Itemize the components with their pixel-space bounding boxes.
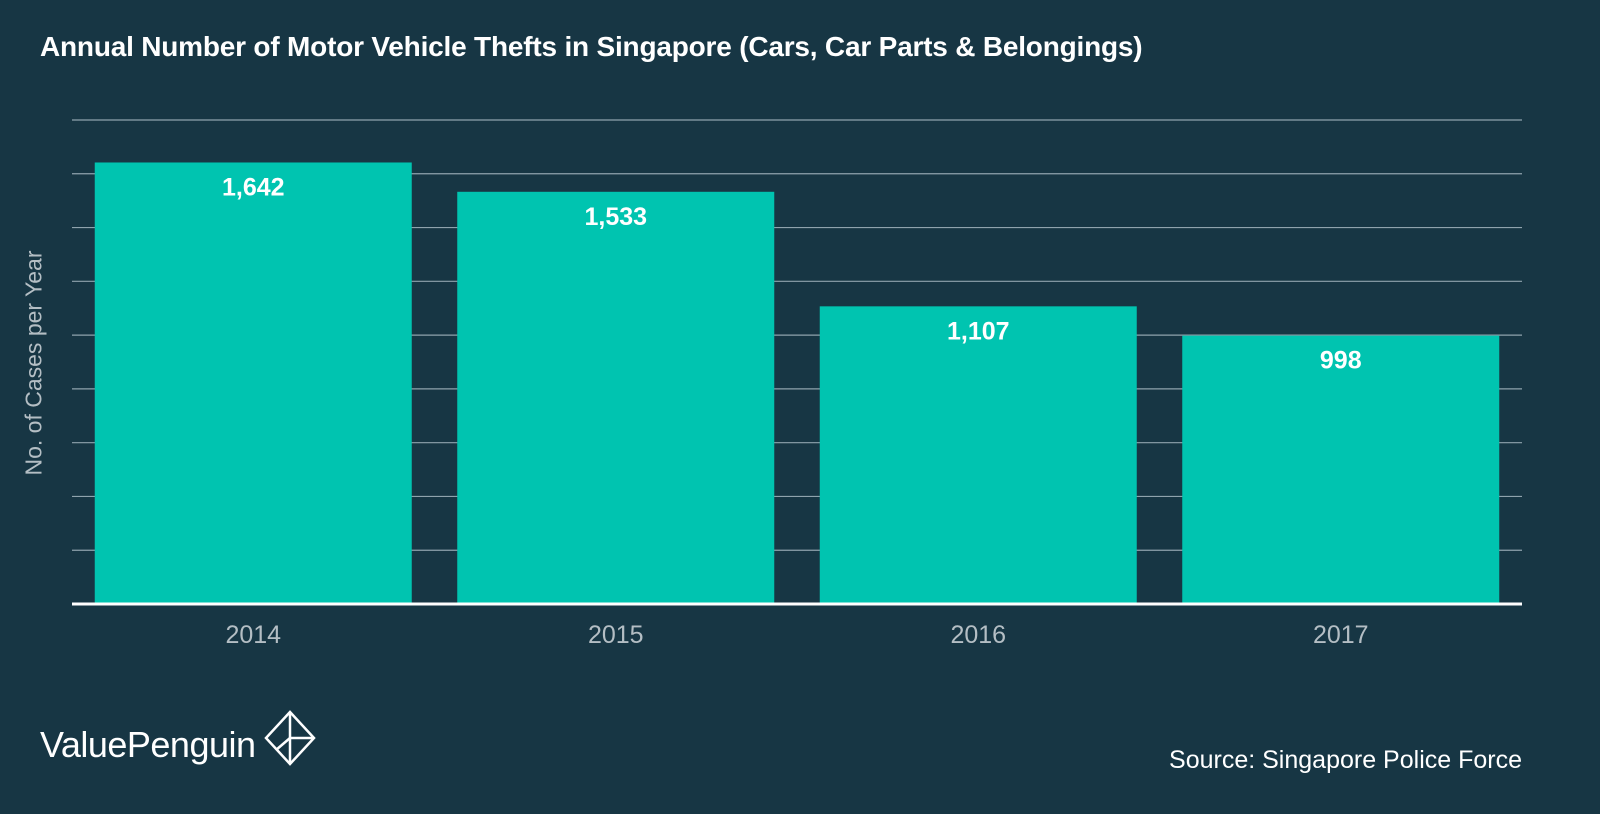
x-tick-2015: 2015 [588,621,644,649]
value-labels: 1,642 1,533 1,107 998 [222,173,1362,374]
bar-2015 [457,191,775,604]
value-label-2015: 1,533 [584,203,647,231]
source-note: Source: Singapore Police Force [1169,746,1522,774]
x-tick-2016: 2016 [950,621,1006,649]
bars [94,162,1500,605]
brand: ValuePenguin [40,710,316,766]
value-label-2017: 998 [1320,347,1362,375]
bar-2016 [819,306,1137,604]
x-tick-2014: 2014 [225,621,281,649]
bar-2017 [1182,335,1500,604]
bar-chart: 1,642 1,533 1,107 998 2014 2015 2016 2017 [72,119,1522,649]
value-label-2016: 1,107 [947,317,1010,345]
value-label-2014: 1,642 [222,173,285,201]
x-tick-2017: 2017 [1313,621,1369,649]
bar-2014 [94,162,412,605]
chart-title: Annual Number of Motor Vehicle Thefts in… [40,31,1143,62]
x-tick-labels: 2014 2015 2016 2017 [72,602,1522,649]
valuepenguin-logo-icon [263,710,316,766]
brand-name: ValuePenguin [40,724,256,765]
